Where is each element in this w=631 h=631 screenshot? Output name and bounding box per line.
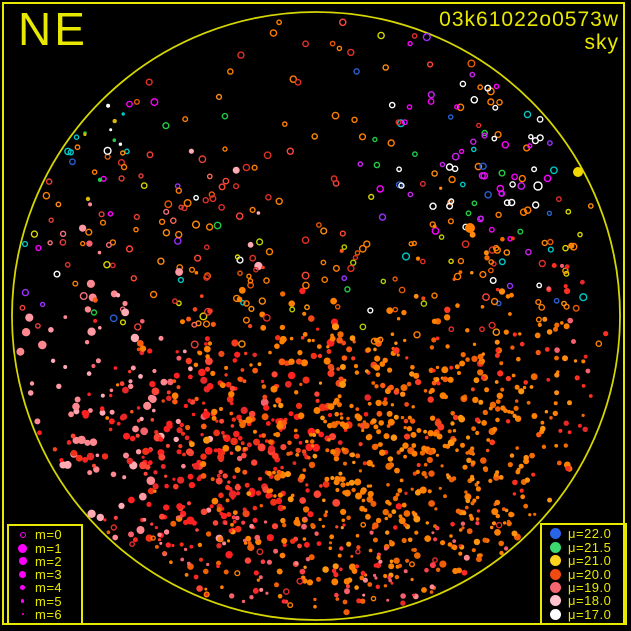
legend-item: μ=21.5	[543, 539, 624, 555]
legend-label: μ=20.0	[568, 566, 612, 582]
legend-marker-icon	[543, 568, 568, 580]
orientation-label: NE	[18, 3, 88, 55]
surface-brightness-color-legend: μ=22.0 μ=21.5 μ=21.0 μ=20.0 μ=19.0 μ=18.0 μ=17…	[540, 523, 627, 625]
scatter-group-upper-sparse-rings	[21, 18, 594, 333]
legend-label: μ=22.0	[568, 526, 612, 542]
legend-label: m=6	[35, 606, 63, 622]
scatter-group-right-edge-red	[544, 263, 609, 435]
legend-label: μ=21.5	[568, 539, 612, 555]
legend-item: m=6	[10, 606, 80, 622]
legend-marker-icon	[10, 599, 35, 603]
legend-label: m=2	[35, 553, 63, 569]
legend-label: μ=18.0	[568, 593, 612, 609]
scatter-group-left-edge-small-dots	[83, 103, 125, 202]
legend-marker-icon	[543, 608, 568, 620]
scatter-points	[16, 18, 609, 616]
scatter-group-upper-central-red-rings	[158, 147, 355, 307]
legend-label: μ=21.0	[568, 553, 612, 569]
legend-item: m=1	[10, 540, 80, 556]
scatter-group-upper-right-cluster	[357, 71, 583, 314]
magnitude-size-legend: m=0 m=1 m=2 m=3 m=4 m=5 m=6	[7, 524, 83, 625]
scatter-group-right-orange	[371, 186, 586, 570]
legend-marker-icon	[543, 528, 568, 540]
legend-item: m=0	[10, 527, 80, 543]
legend-item: μ=17.0	[543, 606, 624, 622]
legend-item: m=3	[10, 567, 80, 582]
legend-label: m=0	[35, 527, 63, 543]
scatter-group-bottom-rings	[110, 521, 503, 609]
legend-label: μ=19.0	[568, 579, 612, 595]
legend-label: m=3	[35, 567, 63, 582]
legend-marker-icon	[10, 543, 35, 553]
sky-boundary-circle	[11, 11, 621, 621]
title-block: 03k61022o0573w sky	[439, 8, 619, 54]
legend-item: μ=18.0	[543, 593, 624, 609]
legend-item: m=4	[10, 580, 80, 596]
legend-label: m=5	[35, 593, 63, 609]
legend-marker-icon	[10, 585, 35, 591]
legend-label: m=1	[35, 540, 63, 556]
scatter-group-mid-right-rings	[237, 222, 603, 348]
scatter-group-bottom-band	[103, 513, 511, 604]
legend-label: m=4	[35, 580, 63, 596]
scatter-bright-features	[465, 167, 583, 233]
legend-marker-icon	[10, 613, 35, 616]
legend-marker-icon	[10, 557, 35, 566]
legend-marker-icon	[10, 531, 35, 538]
legend-marker-icon	[543, 595, 568, 607]
legend-item: μ=20.0	[543, 566, 624, 582]
plot-title: 03k61022o0573w	[439, 8, 619, 31]
legend-marker-icon	[543, 555, 568, 567]
scatter-group-orange-core	[105, 224, 573, 616]
plot-subtitle: sky	[584, 31, 619, 54]
legend-marker-icon	[10, 571, 35, 578]
legend-item: m=2	[10, 553, 80, 569]
legend-marker-icon	[543, 581, 568, 593]
legend-label: μ=17.0	[568, 606, 612, 622]
legend-marker-icon	[543, 541, 568, 553]
legend-item: μ=19.0	[543, 579, 624, 595]
legend-item: μ=22.0	[543, 526, 624, 542]
legend-item: μ=21.0	[543, 553, 624, 569]
legend-item: m=5	[10, 593, 80, 609]
